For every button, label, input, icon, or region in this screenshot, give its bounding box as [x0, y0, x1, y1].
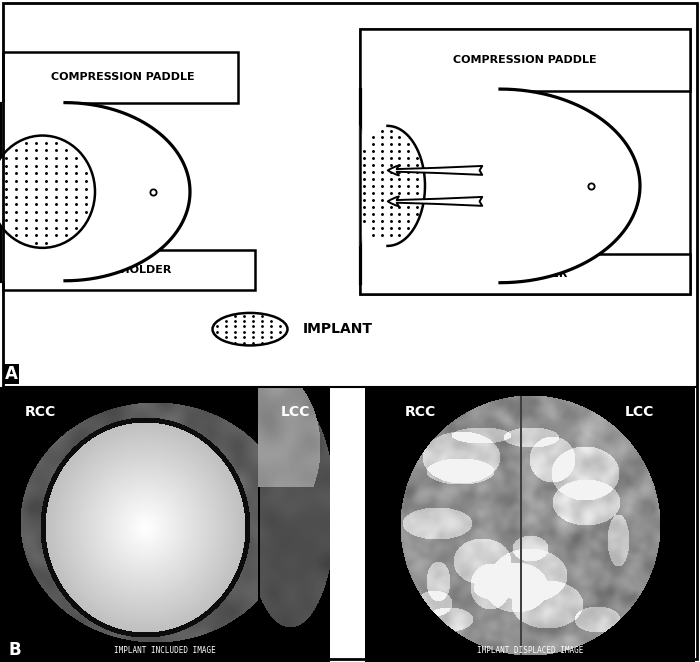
Text: FILM HOLDER: FILM HOLDER [87, 265, 172, 275]
Polygon shape [360, 126, 425, 246]
Text: FILM HOLDER: FILM HOLDER [483, 269, 567, 279]
Text: IMPLANT INCLUDED IMAGE: IMPLANT INCLUDED IMAGE [114, 645, 216, 655]
Bar [3, 250, 255, 291]
Text: A: A [5, 365, 18, 383]
Bar [360, 254, 690, 295]
Text: COMPRESSION PADDLE: COMPRESSION PADDLE [453, 55, 597, 65]
Text: LCC: LCC [281, 405, 309, 419]
Ellipse shape [0, 136, 95, 248]
Text: LCC: LCC [625, 405, 654, 419]
Text: RCC: RCC [25, 405, 56, 419]
Polygon shape [360, 89, 640, 283]
Text: COMPRESSION PADDLE: COMPRESSION PADDLE [50, 72, 195, 83]
Polygon shape [0, 103, 190, 281]
Text: IMPLANT DISPLACED IMAGE: IMPLANT DISPLACED IMAGE [477, 645, 583, 655]
Text: RCC: RCC [405, 405, 435, 419]
Bar [360, 29, 690, 295]
Bar [3, 52, 237, 103]
Ellipse shape [213, 313, 288, 346]
Text: IMPLANT: IMPLANT [302, 322, 372, 336]
Bar [360, 29, 690, 91]
Text: B: B [8, 641, 21, 659]
